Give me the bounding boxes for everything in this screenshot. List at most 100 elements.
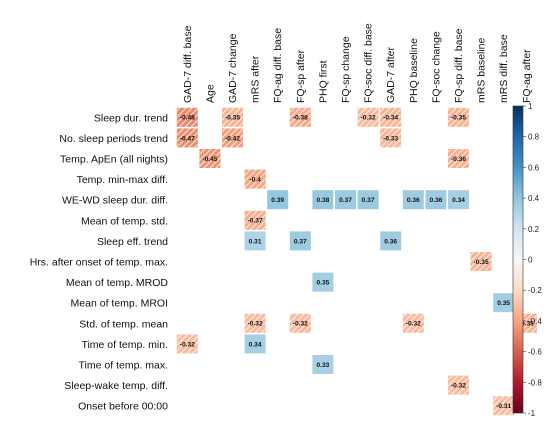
row-label-std-of-temp-mean: Std. of temp. mean <box>79 318 168 330</box>
heatmap-cell-hatch <box>448 107 469 127</box>
row-label-sleep-dur-trend: Sleep dur. trend <box>94 112 168 124</box>
colorbar-tick-label: -0.8 <box>528 378 542 387</box>
heatmap-cell: -0.33 <box>380 128 402 148</box>
heatmap-cell-label: 0.37 <box>294 238 307 245</box>
heatmap-cell-label: 0.36 <box>429 197 442 204</box>
heatmap-cell: 0.35 <box>493 293 515 313</box>
heatmap-cell-fill <box>335 190 356 210</box>
heatmap-cell-label: 0.36 <box>384 238 397 245</box>
heatmap-cell-fill <box>312 272 334 292</box>
heatmap-cells: -0.48 -0.35 -0.38 -0.32 -0.34 -0.35 -0.47 -0.42… <box>176 107 537 416</box>
heatmap-cell-label: 0.37 <box>362 197 375 204</box>
heatmap-cell-label: 0.39 <box>271 197 284 204</box>
heatmap-cell: 0.36 <box>425 190 447 210</box>
row-label-time-of-temp-max: Time of temp. max. <box>79 360 168 372</box>
heatmap-cell: 0.36 <box>380 231 402 251</box>
row-label-time-of-temp-min: Time of temp. min. <box>81 339 168 351</box>
heatmap-cell-label: 0.34 <box>249 341 262 348</box>
heatmap-cell-hatch <box>470 252 492 271</box>
heatmap-cell-label: 0.38 <box>316 197 329 204</box>
heatmap-cell-fill <box>244 231 266 251</box>
column-label-fq-soc-change: FQ-soc change <box>430 31 442 103</box>
heatmap-cell-label: -0.45 <box>202 156 217 163</box>
heatmap-cell: -0.48 <box>176 107 198 127</box>
row-labels: Sleep dur. trend No. sleep periods trend T… <box>30 112 169 412</box>
column-label-mrs-after: mRS after <box>250 55 262 103</box>
row-label-sleep-eff-trend: Sleep eff. trend <box>97 236 168 248</box>
heatmap-cell-fill <box>267 190 289 210</box>
row-label-temp-apen-all-nights: Temp. ApEn (all nights) <box>60 154 168 166</box>
heatmap-cell-hatch <box>357 107 379 127</box>
heatmap-cell-label: -0.34 <box>383 115 398 122</box>
heatmap-cell-label: -0.35 <box>474 259 489 266</box>
heatmap-cell-hatch <box>244 169 266 189</box>
heatmap-cell-label: 0.34 <box>452 197 465 204</box>
heatmap-cell-fill <box>312 190 334 210</box>
column-label-gad-7-diff-base: GAD-7 diff. base <box>182 25 194 103</box>
heatmap-cell-label: -0.47 <box>180 135 195 142</box>
heatmap-cell-label: 0.35 <box>497 300 510 307</box>
colorbar-tick-label: 0.6 <box>528 163 540 172</box>
heatmap-cell: -0.32 <box>289 313 311 333</box>
heatmap-cell-fill <box>402 190 424 210</box>
row-label-mean-of-temp-mrod: Mean of temp. MROD <box>66 277 169 289</box>
heatmap-cell: -0.35 <box>222 107 243 127</box>
row-label-onset-before-00-00: Onset before 00:00 <box>78 401 168 413</box>
colorbar-tick-label: 0 <box>528 256 533 265</box>
heatmap-cell-label: -0.42 <box>225 135 240 142</box>
heatmap-cell: -0.32 <box>176 334 198 354</box>
colorbar-tick-label: -0.6 <box>528 348 542 357</box>
heatmap-cell: 0.33 <box>312 355 334 374</box>
heatmap-cell-fill <box>289 231 311 251</box>
heatmap-cell-fill <box>380 231 402 251</box>
column-label-fq-sp-change: FQ-sp change <box>340 36 352 103</box>
heatmap-cell-hatch <box>244 313 266 333</box>
heatmap-cell-label: -0.32 <box>248 321 263 328</box>
heatmap-cell-label: -0.32 <box>180 341 195 348</box>
heatmap-cell-label: 0.37 <box>339 197 352 204</box>
colorbar-tick-label: 1 <box>528 102 533 111</box>
heatmap-cell: -0.37 <box>244 210 266 230</box>
heatmap-cell: 0.39 <box>267 190 289 210</box>
heatmap-cell-hatch <box>176 128 198 148</box>
heatmap-cell-label: -0.32 <box>451 383 466 390</box>
heatmap-cell-hatch <box>289 107 311 127</box>
column-label-fq-ag-diff-base: FQ-ag diff. base <box>272 28 284 103</box>
heatmap-cell-hatch <box>448 375 469 395</box>
column-labels: GAD-7 diff. base Age GAD-7 change mRS after… <box>182 23 533 103</box>
heatmap-cell: 0.38 <box>312 190 334 210</box>
heatmap-cell: -0.38 <box>289 107 311 127</box>
heatmap-cell-hatch <box>448 149 469 168</box>
heatmap-cell-label: -0.37 <box>248 218 263 225</box>
heatmap-cell: -0.32 <box>448 375 469 395</box>
column-label-gad-7-change: GAD-7 change <box>227 33 239 103</box>
row-label-sleep-wake-temp-diff: Sleep-wake temp. diff. <box>64 380 168 392</box>
heatmap-cell-label: -0.32 <box>406 321 421 328</box>
heatmap-cell-hatch <box>493 396 515 416</box>
heatmap-cell: -0.35 <box>448 107 469 127</box>
colorbar-tick-label: 0.2 <box>528 225 540 234</box>
heatmap-cell: 0.31 <box>244 231 266 251</box>
column-label-age: Age <box>204 84 216 103</box>
row-label-mean-of-temp-mroi: Mean of temp. MROI <box>71 298 168 310</box>
column-label-fq-soc-diff-base: FQ-soc diff. base <box>363 23 375 103</box>
heatmap-cell-label: 0.35 <box>316 280 329 287</box>
heatmap-cell-fill <box>448 190 469 210</box>
column-label-fq-ag-after: FQ-ag after <box>521 49 533 103</box>
heatmap-cell-label: -0.4 <box>249 177 261 184</box>
heatmap-cell-label: -0.33 <box>383 135 398 142</box>
heatmap-cell: 0.36 <box>402 190 424 210</box>
colorbar-tick-label: -0.4 <box>528 317 542 326</box>
heatmap-cell: -0.42 <box>222 128 243 148</box>
heatmap-cell-hatch <box>199 149 221 168</box>
heatmap-cell: -0.31 <box>493 396 515 416</box>
heatmap-cell: -0.45 <box>199 149 221 168</box>
heatmap-cell-label: -0.48 <box>180 115 195 122</box>
heatmap-cell: -0.36 <box>448 149 469 168</box>
heatmap-cell-label: -0.31 <box>496 403 511 410</box>
heatmap-cell: 0.34 <box>448 190 469 210</box>
column-label-mrs-diff-base: mRS diff. base <box>498 34 510 103</box>
heatmap-cell: -0.34 <box>380 107 402 127</box>
heatmap-cell-fill <box>357 190 379 210</box>
